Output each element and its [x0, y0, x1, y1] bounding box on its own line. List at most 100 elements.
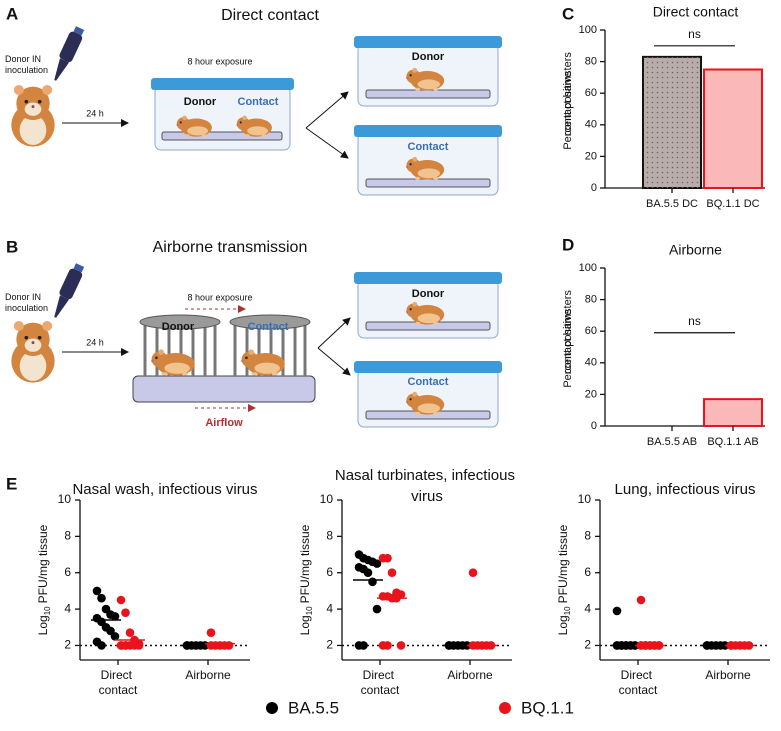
pipette-icon [48, 261, 87, 321]
inoculation-label: Donor IN inoculation [5, 292, 48, 313]
data-point [372, 604, 382, 614]
legend-label: BA.5.5 [288, 698, 339, 717]
y-tick-label: 10 [58, 492, 72, 506]
data-point [396, 641, 406, 650]
panel-label: E [6, 474, 17, 493]
y-tick-label: 2 [584, 638, 591, 652]
cage-top [229, 314, 311, 330]
x-tick-label: Direct contact [619, 668, 658, 697]
y-tick-label: 0 [591, 420, 597, 432]
data-point [387, 568, 397, 578]
cage [143, 322, 307, 376]
y-tick-label: 60 [585, 325, 597, 337]
y-axis-label: Log10PFU/mg tissue [298, 524, 314, 635]
x-tick-label: Direct contact [361, 668, 400, 697]
y-axis-label: Percent positive contact hamsters [562, 52, 574, 150]
data-point [92, 586, 102, 596]
delay-label: 24 h [86, 337, 104, 347]
hamster-icon [11, 85, 55, 147]
cage-label: Contact [248, 321, 289, 333]
y-tick-label: 4 [584, 601, 591, 615]
cage-label: Donor [184, 96, 217, 108]
bar [703, 68, 763, 189]
panel-label: D [562, 235, 574, 254]
panel-label: A [6, 4, 18, 23]
cage-lid [354, 125, 502, 137]
chart-title: Direct contact [653, 4, 739, 20]
y-axis-label: Log10PFU/mg tissue [36, 524, 52, 635]
y-tick-label: 2 [326, 638, 333, 652]
chart-title: Lung, infectious virus [615, 481, 756, 498]
cage-lid [354, 272, 502, 284]
chart-title: Airborne [669, 242, 722, 258]
y-tick-label: 20 [585, 388, 597, 400]
data-point [110, 632, 120, 641]
data-point [116, 595, 126, 605]
y-tick-label: 6 [64, 565, 71, 579]
data-point [368, 577, 377, 587]
chart-title: Nasal turbinates, infectious virus [335, 467, 519, 505]
arrow [305, 91, 349, 129]
arrow [317, 317, 351, 349]
legend-marker [266, 702, 278, 714]
exposure-label: 8 hour exposure [187, 292, 252, 302]
arrow [317, 347, 351, 376]
data-point [372, 559, 382, 568]
y-tick-label: 40 [585, 119, 597, 131]
bar [703, 398, 763, 428]
x-tick-label: Airborne [447, 668, 493, 682]
chart-title: Nasal wash, infectious virus [72, 481, 257, 498]
y-tick-label: 60 [585, 87, 597, 99]
x-tick-label: BQ.1.1 DC [706, 198, 759, 210]
panel-label: C [562, 4, 574, 23]
pipette-icon [48, 24, 87, 84]
y-axis-label: Log10PFU/mg tissue [556, 524, 572, 635]
outcome-label: Contact [408, 141, 449, 153]
outcome-label: Contact [408, 376, 449, 388]
cage-floor [365, 178, 491, 188]
y-axis-label: Percent positive contact hamsters [562, 290, 574, 388]
y-tick-label: 4 [64, 601, 71, 615]
cage-lid [354, 36, 502, 48]
y-tick-label: 20 [585, 150, 597, 162]
data-point [134, 641, 144, 650]
panel-label: B [6, 237, 18, 256]
airflow-label: Airflow [205, 417, 243, 429]
delay-label: 24 h [86, 108, 104, 118]
cage-floor [365, 89, 491, 99]
exposure-label: 8 hour exposure [187, 56, 252, 66]
data-point [121, 608, 130, 618]
cage-top [139, 314, 221, 330]
y-tick-label: 8 [326, 529, 333, 543]
y-tick-label: 80 [585, 56, 597, 68]
x-tick-label: BQ.1.1 AB [707, 436, 758, 448]
bar-hatch [643, 56, 701, 188]
x-tick-label: Airborne [185, 668, 231, 682]
outcome-label: Donor [412, 51, 445, 63]
significance-label: ns [688, 314, 701, 328]
legend-label: BQ.1.1 [521, 698, 574, 717]
y-tick-label: 100 [579, 24, 597, 36]
data-point [383, 641, 392, 650]
data-point [224, 641, 234, 650]
y-tick-label: 40 [585, 357, 597, 369]
y-tick-label: 6 [326, 565, 333, 579]
data-point [468, 568, 478, 578]
data-point [206, 628, 216, 638]
x-tick-label: BA.5.5 DC [646, 198, 698, 210]
hamster-icon [11, 321, 55, 383]
y-tick-label: 10 [320, 492, 334, 506]
y-tick-label: 6 [584, 565, 591, 579]
inoculation-label: Donor IN inoculation [5, 54, 48, 75]
arrow [305, 127, 349, 159]
y-tick-label: 4 [326, 601, 333, 615]
data-point [97, 641, 106, 650]
y-tick-label: 0 [591, 182, 597, 194]
y-tick-label: 2 [64, 638, 71, 652]
panel-b-diagram: Airborne transmission Donor IN inoculati… [5, 239, 502, 429]
panel-a-diagram: Direct contact Donor IN inoculation 24 h… [5, 7, 502, 196]
cage-lid [354, 361, 502, 373]
diagram-title: Direct contact [221, 7, 319, 24]
y-tick-label: 8 [64, 529, 71, 543]
